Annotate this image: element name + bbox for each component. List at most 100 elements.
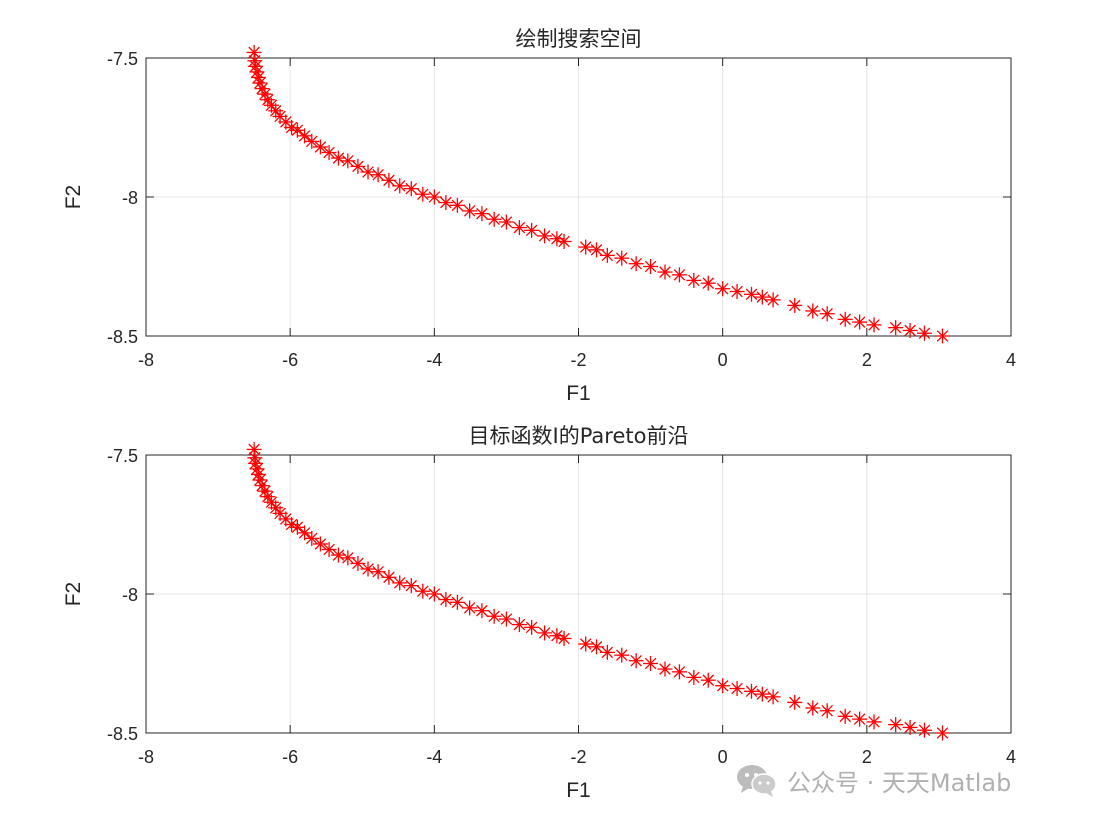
data-point-marker <box>284 120 300 135</box>
wechat-icon <box>737 765 777 797</box>
x-axis-label: F1 <box>566 779 591 802</box>
data-point-marker <box>246 441 262 457</box>
data-point-marker <box>340 153 356 169</box>
data-point-marker <box>589 639 605 655</box>
data-point-marker <box>628 256 644 272</box>
data-point-marker <box>917 722 932 738</box>
data-point-marker <box>935 725 951 741</box>
y-tick-label: -8 <box>122 585 138 605</box>
data-point-marker <box>805 700 821 716</box>
x-tick-label: 4 <box>1006 747 1016 767</box>
data-point-marker <box>754 686 770 702</box>
data-point-marker <box>556 233 572 249</box>
x-axis-label: F1 <box>566 382 591 405</box>
data-point-marker <box>498 214 514 230</box>
data-point-marker <box>350 158 366 174</box>
x-tick-label: -4 <box>426 350 442 370</box>
data-point-marker <box>449 197 465 213</box>
data-point-marker <box>643 259 659 274</box>
y-tick-label: -7.5 <box>107 49 138 69</box>
data-point-marker <box>268 500 284 516</box>
data-point-marker <box>511 220 527 236</box>
data-point-marker <box>537 228 553 244</box>
data-point-marker <box>866 317 882 333</box>
data-point-marker <box>599 644 615 660</box>
data-point-marker <box>474 603 490 619</box>
data-point-marker <box>304 530 320 546</box>
data-point-marker <box>321 145 337 161</box>
data-point-marker <box>643 656 659 671</box>
x-tick-label: -6 <box>282 350 298 370</box>
data-point-marker <box>888 717 904 733</box>
data-point-marker <box>289 519 305 535</box>
data-point-marker <box>902 719 918 735</box>
data-point-marker <box>486 608 502 624</box>
x-tick-label: 2 <box>862 747 872 767</box>
y-tick-label: -8.5 <box>107 724 138 744</box>
x-tick-label: -8 <box>138 350 154 370</box>
x-tick-label: 4 <box>1006 350 1016 370</box>
data-point-marker <box>426 586 442 602</box>
data-point-marker <box>715 678 731 694</box>
watermark: 公众号 · 天天Matlab <box>735 762 1011 798</box>
data-point-marker <box>381 172 397 188</box>
data-point-marker <box>312 139 328 155</box>
data-point-marker <box>686 272 702 288</box>
y-axis-label: F2 <box>62 582 85 607</box>
data-point-marker <box>657 264 673 280</box>
data-point-marker <box>474 206 490 222</box>
data-point-marker <box>744 683 759 699</box>
chart-title: 目标函数I的Pareto前沿 <box>469 424 689 448</box>
data-point-marker <box>744 286 759 302</box>
chart-title: 绘制搜索空间 <box>516 27 642 51</box>
data-point-marker <box>628 653 644 669</box>
data-point-marker <box>787 297 803 313</box>
data-point-marker <box>819 306 835 322</box>
data-point-marker <box>284 517 300 532</box>
y-tick-label: -7.5 <box>107 446 138 466</box>
x-tick-label: 0 <box>718 747 728 767</box>
x-tick-label: -4 <box>426 747 442 767</box>
data-point-marker <box>426 189 442 205</box>
data-point-marker <box>671 267 687 283</box>
data-point-marker <box>462 600 478 616</box>
data-point-marker <box>852 314 868 330</box>
data-point-marker <box>392 575 408 591</box>
data-point-marker <box>614 647 630 663</box>
data-point-marker <box>370 167 386 183</box>
data-point-marker <box>700 275 716 291</box>
data-point-marker <box>360 561 376 577</box>
data-point-marker <box>614 250 630 266</box>
watermark-text: 公众号 · 天天Matlab <box>787 768 1012 797</box>
data-point-marker <box>657 661 673 677</box>
data-point-marker <box>549 628 565 644</box>
data-point-marker <box>754 289 770 305</box>
data-point-marker <box>671 664 687 680</box>
data-point-marker <box>765 292 781 308</box>
data-point-marker <box>866 714 882 730</box>
data-point-marker <box>888 320 904 336</box>
x-tick-label: -2 <box>570 350 586 370</box>
data-point-marker <box>415 186 431 202</box>
data-point-marker <box>403 578 419 594</box>
y-tick-label: -8 <box>122 188 138 208</box>
data-point-marker <box>715 281 731 297</box>
data-point-marker <box>381 569 397 585</box>
data-point-marker <box>350 555 366 571</box>
data-point-marker <box>263 494 279 510</box>
data-point-marker <box>524 619 540 635</box>
data-point-marker <box>392 178 408 194</box>
data-point-marker <box>700 672 716 688</box>
y-tick-label: -8.5 <box>107 327 138 347</box>
data-point-marker <box>917 325 932 341</box>
data-point-marker <box>438 195 454 211</box>
data-point-marker <box>686 669 702 685</box>
data-point-marker <box>498 611 514 627</box>
data-point-marker <box>729 284 745 300</box>
x-tick-label: 2 <box>862 350 872 370</box>
data-point-marker <box>556 630 572 646</box>
data-point-marker <box>438 592 454 608</box>
data-point-marker <box>297 525 313 541</box>
